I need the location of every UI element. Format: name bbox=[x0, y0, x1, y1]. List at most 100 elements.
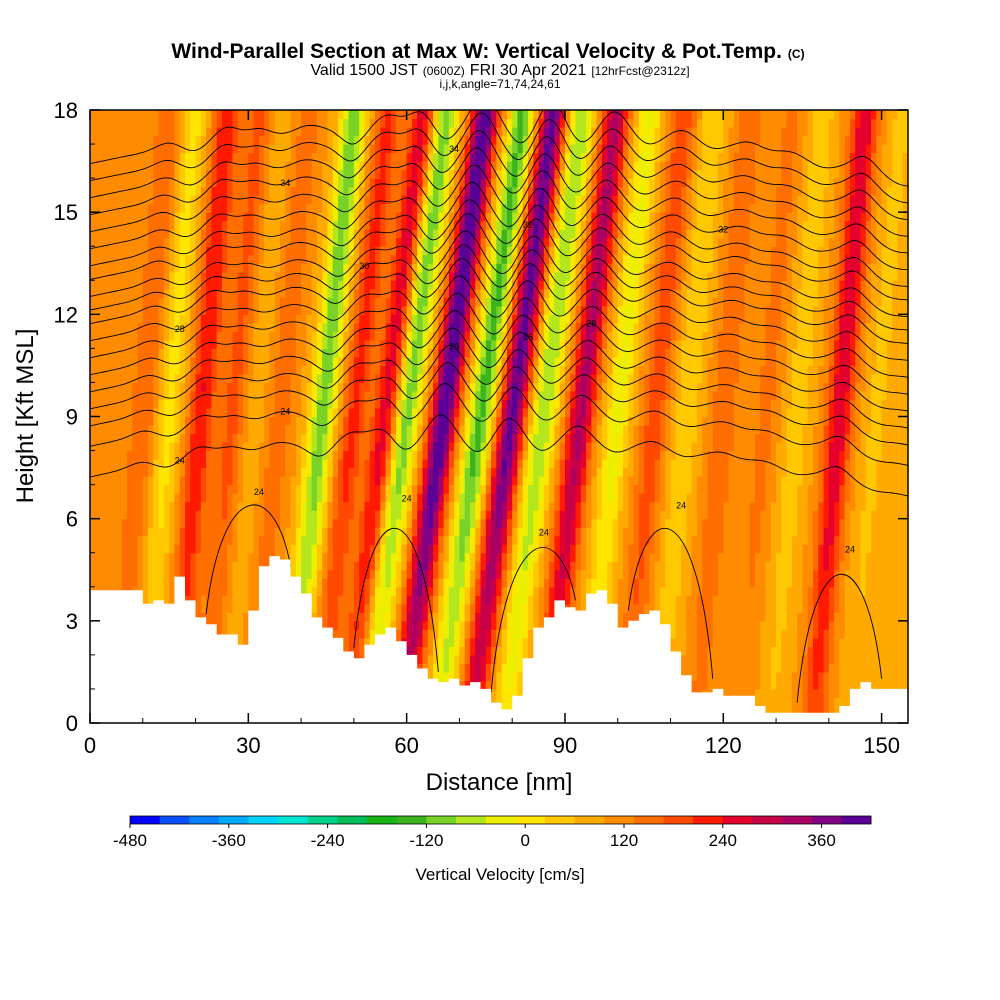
velocity-cell bbox=[200, 348, 207, 358]
velocity-cell bbox=[448, 399, 455, 409]
velocity-cell bbox=[374, 433, 381, 443]
velocity-cell bbox=[206, 416, 212, 426]
velocity-cell bbox=[279, 356, 286, 367]
velocity-cell bbox=[137, 467, 144, 477]
velocity-cell bbox=[374, 178, 381, 188]
velocity-cell bbox=[163, 152, 170, 162]
velocity-cell bbox=[311, 203, 318, 213]
velocity-cell bbox=[126, 288, 133, 298]
velocity-cell bbox=[158, 271, 165, 281]
velocity-cell bbox=[227, 212, 234, 222]
velocity-cell bbox=[142, 339, 149, 349]
velocity-cell bbox=[253, 161, 260, 171]
velocity-cell bbox=[111, 467, 117, 477]
velocity-cell bbox=[232, 322, 239, 332]
velocity-cell bbox=[206, 535, 212, 545]
velocity-cell bbox=[269, 195, 276, 205]
velocity-cell bbox=[306, 220, 313, 230]
velocity-cell bbox=[121, 578, 128, 588]
velocity-cell bbox=[322, 484, 329, 494]
velocity-cell bbox=[195, 127, 202, 137]
velocity-cell bbox=[353, 586, 360, 596]
velocity-cell bbox=[322, 152, 329, 162]
velocity-cell bbox=[253, 271, 260, 281]
velocity-cell bbox=[390, 161, 397, 171]
velocity-cell bbox=[190, 518, 197, 528]
velocity-cell bbox=[264, 382, 271, 392]
velocity-cell bbox=[95, 229, 102, 239]
velocity-cell bbox=[211, 246, 218, 256]
velocity-cell bbox=[121, 518, 128, 528]
velocity-cell bbox=[216, 442, 223, 452]
velocity-cell bbox=[274, 161, 281, 171]
velocity-cell bbox=[174, 407, 181, 418]
velocity-cell bbox=[216, 339, 223, 349]
velocity-cell bbox=[269, 467, 276, 477]
velocity-cell bbox=[169, 501, 176, 511]
velocity-cell bbox=[221, 484, 228, 494]
velocity-cell bbox=[95, 373, 102, 384]
velocity-cell bbox=[237, 314, 244, 324]
velocity-cell bbox=[385, 552, 392, 562]
velocity-cell bbox=[184, 416, 191, 426]
velocity-cell bbox=[90, 288, 96, 298]
velocity-cell bbox=[200, 263, 207, 273]
velocity-cell bbox=[279, 407, 286, 418]
velocity-cell bbox=[243, 544, 249, 554]
velocity-cell bbox=[411, 433, 418, 443]
velocity-cell bbox=[206, 229, 212, 239]
velocity-cell bbox=[433, 339, 439, 349]
velocity-cell bbox=[142, 476, 149, 486]
velocity-cell bbox=[200, 399, 207, 409]
velocity-cell bbox=[406, 561, 413, 571]
velocity-cell bbox=[148, 382, 154, 392]
velocity-cell bbox=[248, 518, 255, 528]
velocity-cell bbox=[248, 484, 255, 494]
velocity-cell bbox=[290, 186, 297, 196]
velocity-cell bbox=[332, 450, 339, 460]
velocity-cell bbox=[343, 561, 350, 571]
velocity-cell bbox=[332, 382, 339, 392]
velocity-cell bbox=[169, 552, 176, 562]
velocity-cell bbox=[390, 595, 397, 605]
velocity-cell bbox=[179, 501, 186, 511]
velocity-cell bbox=[427, 561, 434, 571]
velocity-cell bbox=[248, 603, 255, 613]
velocity-cell bbox=[195, 331, 202, 341]
velocity-cell bbox=[427, 637, 434, 647]
velocity-cell bbox=[427, 365, 434, 375]
velocity-cell bbox=[332, 603, 339, 613]
velocity-cell bbox=[95, 527, 102, 537]
velocity-cell bbox=[264, 433, 271, 443]
velocity-cell bbox=[369, 348, 376, 358]
velocity-cell bbox=[401, 322, 408, 332]
velocity-cell bbox=[90, 373, 96, 384]
velocity-cell bbox=[237, 433, 244, 443]
velocity-cell bbox=[248, 544, 255, 554]
velocity-cell bbox=[374, 161, 381, 171]
velocity-cell bbox=[227, 127, 234, 137]
velocity-cell bbox=[227, 331, 234, 341]
velocity-cell bbox=[227, 501, 234, 511]
velocity-cell bbox=[132, 169, 139, 179]
velocity-cell bbox=[374, 305, 381, 315]
velocity-cell bbox=[200, 450, 207, 460]
velocity-cell bbox=[243, 382, 249, 392]
velocity-cell bbox=[116, 365, 123, 375]
velocity-cell bbox=[169, 195, 176, 205]
velocity-cell bbox=[448, 442, 455, 452]
velocity-cell bbox=[279, 212, 286, 222]
velocity-cell bbox=[369, 433, 376, 443]
velocity-cell bbox=[269, 476, 276, 486]
velocity-cell bbox=[169, 314, 176, 324]
velocity-cell bbox=[433, 110, 439, 120]
velocity-cell bbox=[169, 186, 176, 196]
velocity-cell bbox=[427, 382, 434, 392]
velocity-cell bbox=[142, 552, 149, 562]
velocity-cell bbox=[343, 433, 350, 443]
velocity-cell bbox=[243, 586, 249, 596]
velocity-cell bbox=[169, 595, 176, 605]
velocity-cell bbox=[158, 280, 165, 290]
velocity-cell bbox=[174, 544, 181, 554]
velocity-cell bbox=[338, 144, 344, 154]
